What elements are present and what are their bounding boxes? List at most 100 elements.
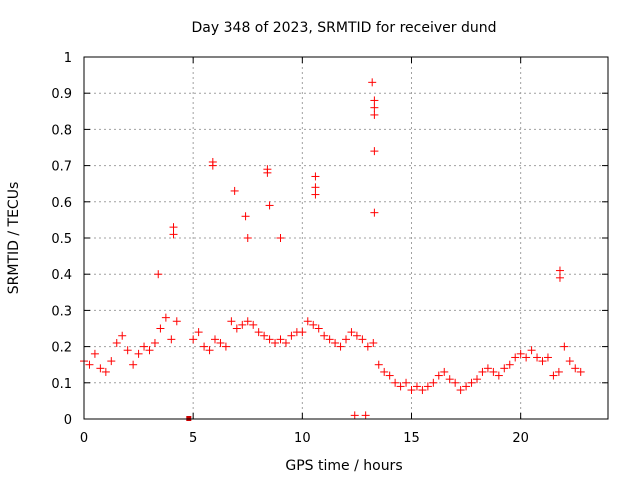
data-point [101, 367, 110, 376]
data-point [309, 320, 318, 329]
data-point [380, 367, 389, 376]
data-point [311, 172, 320, 181]
data-point [456, 386, 465, 395]
data-point [134, 349, 143, 358]
data-point [271, 338, 280, 347]
data-point [429, 378, 438, 387]
data-point [230, 186, 239, 195]
data-point [483, 364, 492, 373]
y-tick-label: 0.2 [51, 341, 72, 356]
data-point [451, 378, 460, 387]
data-point [494, 371, 503, 380]
data-point [347, 328, 356, 337]
y-tick-label: 0.4 [51, 268, 72, 283]
data-point [232, 324, 241, 333]
data-point [576, 367, 585, 376]
data-point [555, 266, 564, 275]
data-point [112, 338, 121, 347]
data-point [543, 353, 552, 362]
data-point [467, 378, 476, 387]
data-point [311, 190, 320, 199]
data-point [505, 360, 514, 369]
data-point [538, 357, 547, 366]
data-point [440, 367, 449, 376]
data-point [265, 335, 274, 344]
data-point [129, 360, 138, 369]
data-point [402, 378, 411, 387]
data-point [370, 96, 379, 105]
data-point [140, 342, 149, 351]
plot-frame [83, 56, 609, 420]
data-point [555, 273, 564, 282]
data-point [358, 335, 367, 344]
data-point [478, 367, 487, 376]
data-point [260, 331, 269, 340]
data-point [554, 367, 563, 376]
y-axis-title: SRMTID / TECUs [6, 182, 22, 295]
data-point [434, 371, 443, 380]
data-point [314, 324, 323, 333]
data-point [123, 346, 132, 355]
data-point [385, 371, 394, 380]
data-point [396, 382, 405, 391]
data-point [311, 183, 320, 192]
data-point [169, 223, 178, 232]
y-tick-label: 0.3 [51, 304, 72, 319]
data-point [473, 375, 481, 384]
data-point [221, 342, 230, 351]
y-tick-label: 0.5 [51, 232, 72, 247]
x-tick-label: 0 [80, 431, 88, 446]
data-point [549, 371, 558, 380]
data-point [254, 328, 263, 337]
x-tick-label: 20 [512, 431, 529, 446]
data-point [320, 331, 329, 340]
x-axis-title: GPS time / hours [285, 458, 402, 474]
data-point [489, 367, 498, 376]
data-point [363, 342, 372, 351]
data-point [516, 349, 525, 358]
data-point [565, 357, 574, 366]
data-point [391, 378, 400, 387]
data-point [331, 338, 340, 347]
data-point [370, 103, 379, 112]
y-tick-label: 0 [64, 413, 72, 428]
data-point [241, 212, 250, 221]
data-point [369, 338, 378, 347]
data-point [560, 342, 569, 351]
data-point [216, 338, 225, 347]
data-point [227, 317, 236, 326]
chart-title: Day 348 of 2023, SRMTID for receiver dun… [192, 20, 497, 36]
data-point [287, 331, 296, 340]
data-points [80, 78, 585, 421]
data-point [161, 313, 170, 322]
data-point [238, 320, 247, 329]
data-point [211, 335, 219, 344]
data-point [298, 328, 307, 337]
data-point [352, 331, 361, 340]
data-point [462, 382, 471, 391]
y-tick-label: 0.9 [51, 87, 72, 102]
data-point [167, 335, 176, 344]
data-point [156, 324, 165, 333]
data-point [445, 375, 454, 384]
x-tick-label: 10 [294, 431, 311, 446]
data-point [325, 335, 334, 344]
data-point [368, 78, 377, 87]
data-point [571, 364, 580, 373]
y-tick-label: 0.8 [51, 123, 72, 138]
data-point [412, 382, 421, 391]
data-point [150, 338, 159, 347]
data-point [350, 411, 359, 420]
data-point [342, 335, 350, 344]
data-point [303, 317, 312, 326]
data-point [200, 342, 209, 351]
data-point [500, 364, 509, 373]
data-point [370, 110, 379, 119]
data-point [527, 346, 536, 355]
data-point [169, 230, 178, 239]
data-point [370, 147, 379, 156]
data-point [276, 335, 285, 344]
data-point [370, 208, 379, 217]
